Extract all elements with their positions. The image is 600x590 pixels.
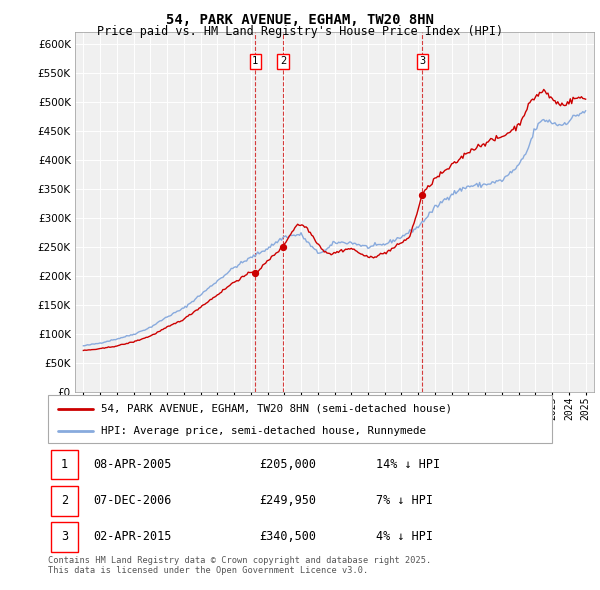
Text: Contains HM Land Registry data © Crown copyright and database right 2025.
This d: Contains HM Land Registry data © Crown c… <box>48 556 431 575</box>
Text: 02-APR-2015: 02-APR-2015 <box>94 530 172 543</box>
Text: 2: 2 <box>61 494 68 507</box>
Point <box>418 190 427 199</box>
Text: Price paid vs. HM Land Registry's House Price Index (HPI): Price paid vs. HM Land Registry's House … <box>97 25 503 38</box>
Text: 07-DEC-2006: 07-DEC-2006 <box>94 494 172 507</box>
Text: 14% ↓ HPI: 14% ↓ HPI <box>376 458 440 471</box>
Text: £205,000: £205,000 <box>260 458 317 471</box>
Text: £340,500: £340,500 <box>260 530 317 543</box>
Text: 54, PARK AVENUE, EGHAM, TW20 8HN: 54, PARK AVENUE, EGHAM, TW20 8HN <box>166 13 434 27</box>
FancyBboxPatch shape <box>48 395 552 442</box>
Text: 2: 2 <box>280 57 286 67</box>
Text: 1: 1 <box>252 57 259 67</box>
Point <box>251 268 260 278</box>
Point <box>278 242 288 252</box>
Text: 1: 1 <box>61 458 68 471</box>
FancyBboxPatch shape <box>50 450 78 480</box>
Text: £249,950: £249,950 <box>260 494 317 507</box>
Text: 3: 3 <box>61 530 68 543</box>
FancyBboxPatch shape <box>50 486 78 516</box>
Text: 54, PARK AVENUE, EGHAM, TW20 8HN (semi-detached house): 54, PARK AVENUE, EGHAM, TW20 8HN (semi-d… <box>101 404 452 414</box>
Text: 7% ↓ HPI: 7% ↓ HPI <box>376 494 433 507</box>
FancyBboxPatch shape <box>50 522 78 552</box>
Text: HPI: Average price, semi-detached house, Runnymede: HPI: Average price, semi-detached house,… <box>101 426 426 435</box>
Text: 3: 3 <box>419 57 425 67</box>
Text: 08-APR-2005: 08-APR-2005 <box>94 458 172 471</box>
Text: 4% ↓ HPI: 4% ↓ HPI <box>376 530 433 543</box>
